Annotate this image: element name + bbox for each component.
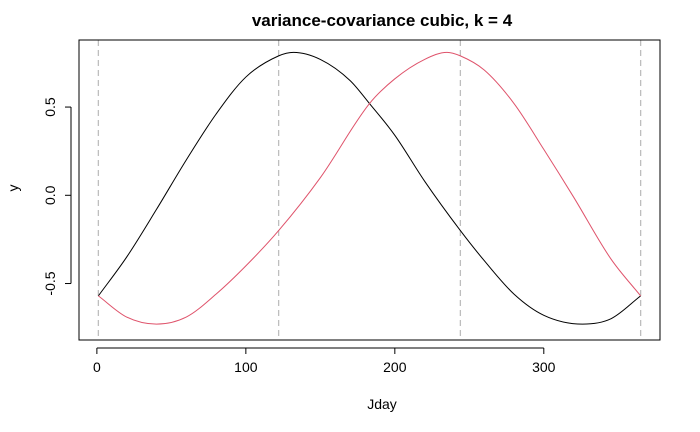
series-line-1 xyxy=(98,51,642,325)
chart-title: variance-covariance cubic, k = 4 xyxy=(252,11,513,30)
x-axis: 0 100 200 300 xyxy=(93,347,556,375)
x-tick-label-1: 100 xyxy=(234,359,258,375)
x-axis-label: Jday xyxy=(367,396,397,412)
series-line-0 xyxy=(97,51,641,325)
y-tick-label-0: -0.5 xyxy=(42,271,58,295)
x-tick-label-2: 200 xyxy=(383,359,407,375)
x-tick-label-0: 0 xyxy=(93,359,101,375)
series-lines xyxy=(97,51,642,325)
y-axis: -0.5 0.0 0.5 xyxy=(42,97,72,296)
knot-lines xyxy=(97,40,642,340)
x-tick-label-3: 300 xyxy=(532,359,556,375)
plot-frame xyxy=(78,39,661,341)
y-tick-label-1: 0.0 xyxy=(42,185,58,205)
y-tick-label-2: 0.5 xyxy=(42,97,58,117)
y-axis-label: y xyxy=(5,185,21,192)
